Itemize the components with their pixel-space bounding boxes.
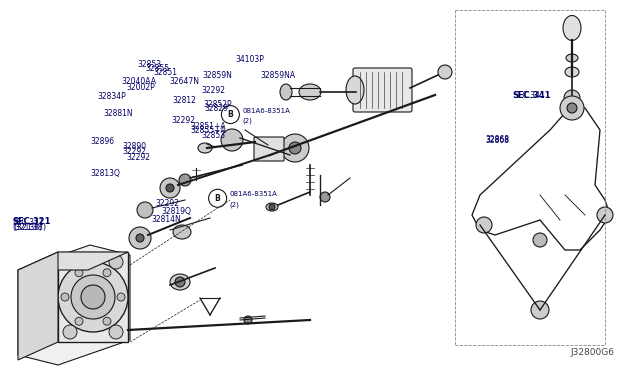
Text: SEC.321: SEC.321 xyxy=(13,217,51,225)
Circle shape xyxy=(221,129,243,151)
Ellipse shape xyxy=(280,84,292,100)
Text: (32138): (32138) xyxy=(13,223,46,232)
Circle shape xyxy=(281,134,309,162)
Circle shape xyxy=(160,178,180,198)
Ellipse shape xyxy=(198,143,212,153)
Ellipse shape xyxy=(266,203,278,211)
Text: 32292: 32292 xyxy=(156,199,179,208)
Circle shape xyxy=(175,277,185,287)
Text: 32829: 32829 xyxy=(205,104,229,113)
Text: 32647N: 32647N xyxy=(170,77,200,86)
Ellipse shape xyxy=(170,274,190,290)
Text: 32868: 32868 xyxy=(485,136,509,145)
Ellipse shape xyxy=(563,16,581,41)
Polygon shape xyxy=(18,252,58,360)
Text: SEC.321: SEC.321 xyxy=(13,218,44,227)
Text: 32881N: 32881N xyxy=(103,109,132,118)
Circle shape xyxy=(103,317,111,325)
Circle shape xyxy=(81,285,105,309)
Circle shape xyxy=(71,275,115,319)
Text: 32855+A: 32855+A xyxy=(191,126,227,135)
Circle shape xyxy=(137,202,153,218)
Text: 32812: 32812 xyxy=(172,96,196,105)
Text: 081A6-8351A: 081A6-8351A xyxy=(230,191,278,197)
Text: 32292: 32292 xyxy=(172,116,196,125)
Text: 32292: 32292 xyxy=(127,153,151,162)
Text: 32851: 32851 xyxy=(153,68,177,77)
Text: B: B xyxy=(228,110,233,119)
Circle shape xyxy=(533,233,547,247)
Ellipse shape xyxy=(346,76,364,104)
Text: 32851+A: 32851+A xyxy=(191,122,227,131)
Circle shape xyxy=(61,293,69,301)
Circle shape xyxy=(75,317,83,325)
Circle shape xyxy=(221,106,239,124)
Polygon shape xyxy=(58,252,128,342)
Text: 34103P: 34103P xyxy=(236,55,264,64)
Ellipse shape xyxy=(299,84,321,100)
Text: (32138): (32138) xyxy=(13,223,43,232)
Text: 32813Q: 32813Q xyxy=(91,169,121,178)
Text: J32800G6: J32800G6 xyxy=(570,348,614,357)
Text: SEC.341: SEC.341 xyxy=(513,91,545,100)
Text: 32853: 32853 xyxy=(202,131,226,140)
Text: 32834P: 32834P xyxy=(97,92,126,101)
Text: 32855: 32855 xyxy=(145,64,170,73)
Circle shape xyxy=(560,96,584,120)
Text: (2): (2) xyxy=(243,117,252,124)
Text: 32040AA: 32040AA xyxy=(122,77,157,86)
Polygon shape xyxy=(18,245,130,365)
Ellipse shape xyxy=(438,65,452,79)
Text: 32853: 32853 xyxy=(138,60,162,68)
Circle shape xyxy=(531,301,549,319)
FancyBboxPatch shape xyxy=(353,68,412,112)
Text: 081A6-8351A: 081A6-8351A xyxy=(243,108,291,113)
Circle shape xyxy=(320,192,330,202)
Circle shape xyxy=(63,255,77,269)
Text: SEC.341: SEC.341 xyxy=(512,91,550,100)
Circle shape xyxy=(75,269,83,277)
Circle shape xyxy=(63,325,77,339)
Ellipse shape xyxy=(173,225,191,239)
Text: 32819Q: 32819Q xyxy=(161,207,191,216)
Circle shape xyxy=(117,293,125,301)
Circle shape xyxy=(109,325,123,339)
Text: 32868: 32868 xyxy=(485,135,509,144)
Text: (2): (2) xyxy=(230,201,239,208)
Circle shape xyxy=(567,103,577,113)
Circle shape xyxy=(244,316,252,324)
Circle shape xyxy=(136,234,144,242)
Ellipse shape xyxy=(566,54,578,62)
Text: 32292: 32292 xyxy=(202,86,226,95)
Ellipse shape xyxy=(565,67,579,77)
Circle shape xyxy=(129,227,151,249)
Circle shape xyxy=(289,142,301,154)
Text: 32002P: 32002P xyxy=(126,83,155,92)
Text: 32814N: 32814N xyxy=(152,215,181,224)
Text: 32292: 32292 xyxy=(122,147,147,156)
Text: 32896: 32896 xyxy=(91,137,115,146)
Circle shape xyxy=(269,204,275,210)
Text: 32890: 32890 xyxy=(122,142,147,151)
FancyBboxPatch shape xyxy=(254,137,284,161)
Circle shape xyxy=(476,217,492,233)
Circle shape xyxy=(564,90,580,106)
Circle shape xyxy=(166,184,174,192)
Circle shape xyxy=(103,269,111,277)
Text: 32859N: 32859N xyxy=(202,71,232,80)
Circle shape xyxy=(179,174,191,186)
Text: B: B xyxy=(215,194,220,203)
Circle shape xyxy=(209,189,227,207)
Text: 32852P: 32852P xyxy=(204,100,232,109)
Polygon shape xyxy=(18,252,128,270)
Circle shape xyxy=(109,255,123,269)
Circle shape xyxy=(597,207,613,223)
Text: 32859NA: 32859NA xyxy=(260,71,296,80)
Circle shape xyxy=(58,262,128,332)
